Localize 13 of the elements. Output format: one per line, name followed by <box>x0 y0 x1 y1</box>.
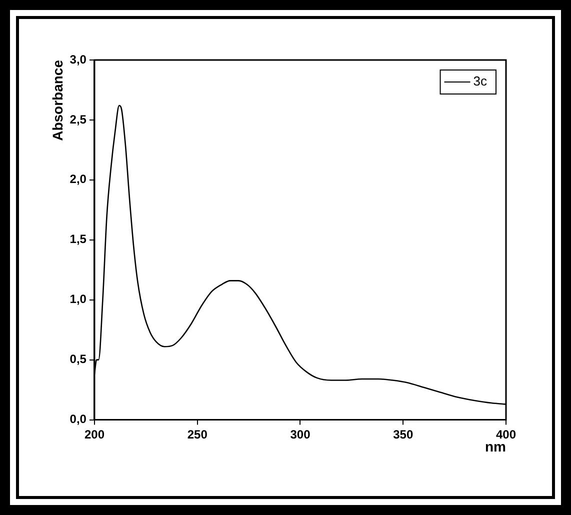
y-tick-label: 0,5 <box>70 352 87 366</box>
y-axis-title: Absorbance <box>49 60 66 141</box>
y-tick-label: 0,0 <box>70 412 87 426</box>
x-tick-label: 200 <box>84 427 105 442</box>
x-tick-label: 300 <box>290 427 311 442</box>
y-tick-label: 1,0 <box>70 292 87 306</box>
x-tick-label: 250 <box>187 427 208 442</box>
x-tick-label: 350 <box>393 427 414 442</box>
y-tick-label: 2,5 <box>70 112 87 126</box>
y-tick-label: 1,5 <box>70 232 87 246</box>
y-tick-label: 3,0 <box>70 52 87 66</box>
y-tick-label: 2,0 <box>70 172 87 186</box>
legend-label: 3c <box>473 74 488 89</box>
